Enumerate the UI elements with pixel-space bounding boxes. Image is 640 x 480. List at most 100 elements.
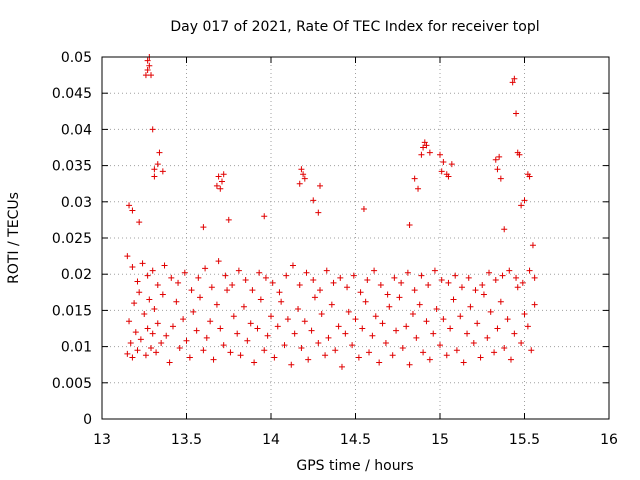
data-point — [511, 75, 518, 82]
data-point — [506, 267, 513, 274]
data-point — [507, 356, 514, 363]
y-tick-label: 0.02 — [61, 267, 92, 283]
y-tick-label: 0.015 — [52, 303, 92, 319]
data-point — [484, 334, 491, 341]
data-point — [448, 161, 455, 168]
data-point — [355, 354, 362, 361]
data-point — [518, 202, 525, 209]
x-tick-label: 14.5 — [340, 432, 371, 448]
data-point — [447, 325, 454, 332]
data-point — [311, 294, 318, 301]
data-point — [149, 126, 156, 133]
y-tick-label: 0.04 — [61, 122, 92, 138]
data-point — [278, 298, 285, 305]
data-point — [163, 332, 170, 339]
data-point — [470, 339, 477, 346]
data-point — [213, 301, 220, 308]
data-point — [202, 265, 209, 272]
data-point — [366, 349, 373, 356]
x-tick-label: 16 — [600, 432, 618, 448]
data-points — [124, 54, 538, 370]
data-point — [159, 291, 166, 298]
data-point — [186, 354, 193, 361]
data-point — [420, 349, 427, 356]
y-tick-label: 0.005 — [52, 376, 92, 392]
data-point — [337, 274, 344, 281]
y-tick-label: 0.035 — [52, 159, 92, 175]
data-point — [513, 110, 520, 117]
data-point — [438, 168, 445, 175]
y-tick-label: 0.03 — [61, 195, 92, 211]
data-point — [364, 276, 371, 283]
data-point — [418, 151, 425, 158]
data-point — [249, 287, 256, 294]
data-point — [247, 320, 254, 327]
axis-ticks: 0 0.005 0.01 0.015 0.02 0.025 0.03 0.035 0.04 0.0… — [52, 50, 618, 448]
data-point — [215, 173, 222, 180]
data-point — [531, 301, 538, 308]
data-point — [479, 282, 486, 289]
data-point — [359, 325, 366, 332]
data-point — [323, 267, 330, 274]
data-point — [151, 166, 158, 173]
data-point — [148, 345, 155, 352]
data-point — [217, 185, 224, 192]
data-point — [472, 287, 479, 294]
data-point — [217, 325, 224, 332]
data-point — [335, 323, 342, 330]
data-point — [325, 334, 332, 341]
data-point — [127, 339, 134, 346]
data-point — [181, 269, 188, 276]
data-point — [229, 282, 236, 289]
data-point — [129, 263, 136, 270]
data-point — [200, 347, 207, 354]
y-tick-label: 0.045 — [52, 86, 92, 102]
data-point — [149, 330, 156, 337]
data-point — [342, 330, 349, 337]
data-point — [437, 151, 443, 158]
data-point — [220, 342, 227, 349]
data-point — [136, 219, 143, 226]
data-point — [262, 274, 269, 281]
data-point — [452, 272, 459, 279]
data-point — [404, 269, 411, 276]
data-point — [497, 298, 504, 305]
data-point — [124, 350, 131, 357]
data-point — [281, 342, 288, 349]
data-point — [497, 175, 504, 182]
data-point — [142, 72, 149, 79]
data-point — [300, 171, 307, 178]
data-point — [352, 316, 359, 323]
data-point — [486, 269, 493, 276]
data-point — [411, 287, 418, 294]
data-point — [274, 323, 281, 330]
data-point — [254, 325, 261, 332]
data-point — [411, 175, 418, 182]
data-point — [126, 202, 133, 209]
data-point — [240, 303, 247, 310]
data-point — [210, 356, 217, 363]
data-point — [431, 267, 438, 274]
data-point — [426, 356, 433, 363]
data-point — [413, 334, 420, 341]
data-point — [384, 291, 391, 298]
x-tick-label: 15.5 — [509, 432, 540, 448]
data-point — [403, 323, 410, 330]
data-point — [146, 296, 153, 303]
data-point — [173, 298, 180, 305]
data-point — [480, 291, 487, 298]
data-point — [315, 209, 322, 216]
data-point — [215, 258, 222, 265]
y-axis-label: ROTI / TECUs — [6, 192, 22, 284]
data-point — [426, 149, 433, 156]
data-point — [144, 272, 151, 279]
data-point — [310, 197, 317, 204]
data-point — [134, 347, 141, 354]
data-point — [433, 305, 440, 312]
data-point — [332, 347, 339, 354]
data-point — [357, 289, 364, 296]
data-point — [144, 67, 151, 74]
data-point — [276, 289, 283, 296]
data-point — [349, 342, 356, 349]
data-point — [271, 354, 278, 361]
